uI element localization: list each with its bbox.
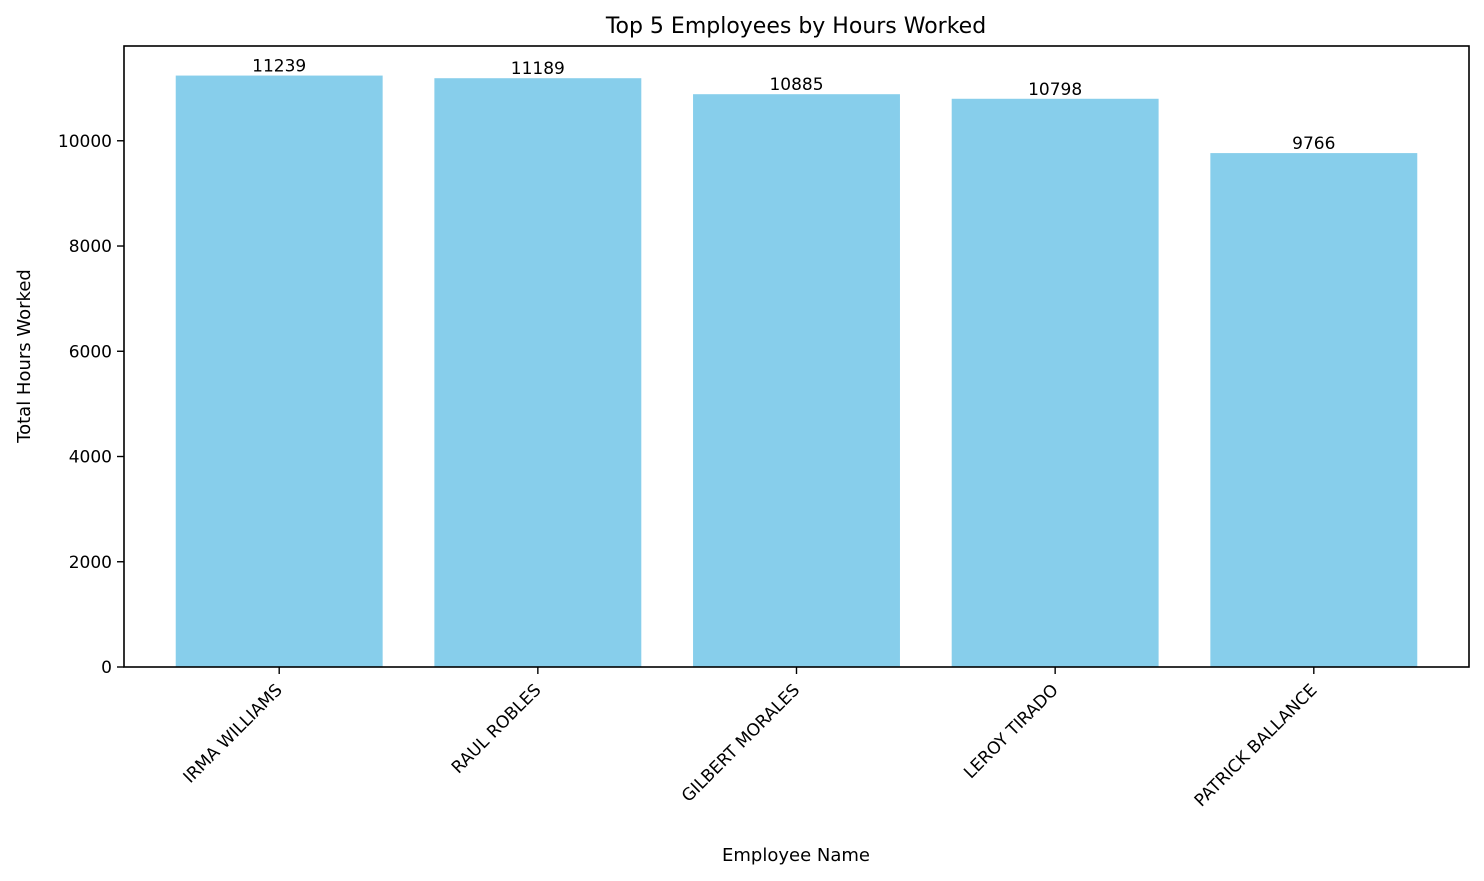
chart-title: Top 5 Employees by Hours Worked — [605, 14, 986, 39]
x-tick-label-3: LEROY TIRADO — [960, 680, 1062, 782]
bar-value-label-1: 11189 — [511, 59, 565, 79]
y-axis-label: Total Hours Worked — [14, 269, 35, 444]
bar-2 — [693, 94, 900, 667]
bar-value-label-0: 11239 — [252, 57, 306, 77]
x-axis-label: Employee Name — [722, 845, 870, 866]
y-tick-label-3: 6000 — [69, 342, 112, 362]
x-tick-label-1: RAUL ROBLES — [448, 680, 546, 778]
x-tick-label-0: IRMA WILLIAMS — [180, 680, 287, 787]
bar-value-label-2: 10885 — [769, 75, 823, 95]
bars-layer — [175, 75, 1418, 668]
bar-value-label-3: 10798 — [1028, 80, 1082, 100]
bar-value-label-4: 9766 — [1292, 134, 1335, 154]
y-axis: 0 2000 4000 6000 8000 10000 — [58, 132, 124, 678]
bar-4 — [1210, 153, 1418, 668]
y-tick-label-4: 8000 — [69, 237, 112, 257]
y-tick-label-0: 0 — [101, 658, 112, 678]
y-tick-label-2: 4000 — [69, 448, 112, 468]
x-tick-label-2: GILBERT MORALES — [678, 680, 804, 806]
x-axis: IRMA WILLIAMS RAUL ROBLES GILBERT MORALES L… — [180, 667, 1322, 811]
bar-0 — [175, 75, 383, 667]
y-tick-label-1: 2000 — [69, 553, 112, 573]
bar-labels-layer: 11239 11189 10885 10798 9766 — [252, 57, 1335, 155]
y-tick-label-5: 10000 — [58, 132, 112, 152]
bar-3 — [951, 98, 1159, 667]
bar-1 — [434, 78, 642, 667]
x-tick-label-4: PATRICK BALLANCE — [1191, 680, 1322, 811]
